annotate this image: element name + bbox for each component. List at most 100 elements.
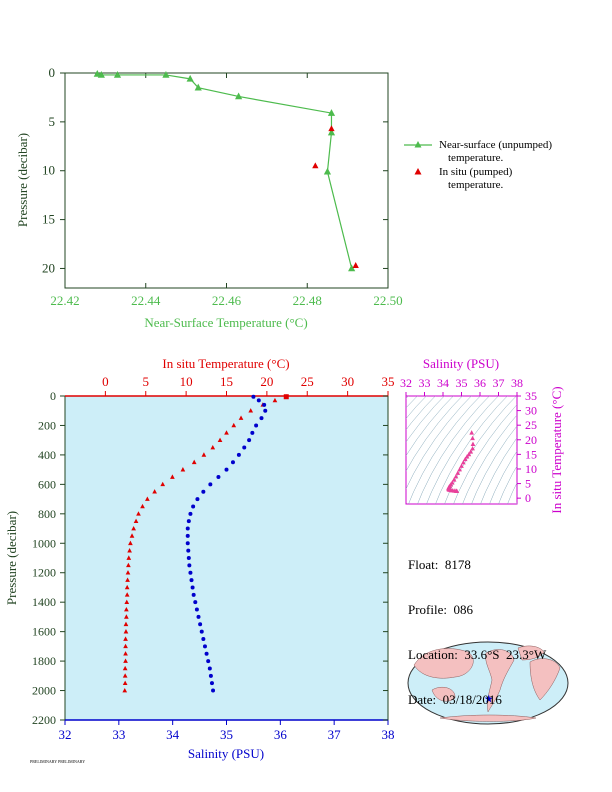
pressure-tick-label: 1800 — [32, 654, 56, 668]
ts-point — [466, 451, 472, 457]
density-contour — [559, 376, 612, 510]
near-surface-point — [93, 69, 101, 77]
temperature-tick-label: 20 — [260, 374, 273, 389]
salinity-point — [201, 637, 206, 641]
temperature-point — [160, 481, 166, 487]
salinity-tick-label: 33 — [112, 727, 125, 742]
ts-x-tick-label: 33 — [419, 376, 431, 390]
temperature-point — [122, 680, 128, 686]
pressure-tick-label: 600 — [38, 477, 56, 491]
ts-y-tick-label: 20 — [525, 433, 537, 447]
near-surface-point — [327, 128, 336, 136]
top-y-tick-label: 15 — [42, 212, 55, 227]
salinity-point — [208, 673, 213, 678]
salinity-point — [193, 600, 198, 605]
top-x-tick-label: 22.48 — [293, 293, 322, 308]
top-y-ticks: 0 5 10 15 20 — [42, 65, 388, 275]
temperature-point — [125, 570, 131, 575]
near-surface-point — [327, 109, 336, 116]
salinity-point — [259, 416, 264, 421]
near-surface-point — [162, 70, 170, 78]
profile-y-axis-label: Pressure (decibar) — [4, 511, 19, 605]
temperature-point — [122, 673, 128, 678]
salinity-point — [195, 497, 200, 502]
temperature-point — [170, 474, 175, 479]
ts-series — [446, 430, 476, 493]
salinity-point — [186, 548, 191, 553]
near-surface-point — [113, 70, 122, 78]
legend-marker-near-surface — [414, 141, 422, 148]
temperature-point — [272, 397, 278, 403]
density-contour — [489, 450, 517, 504]
salinity-point — [242, 445, 247, 450]
salinity-point — [185, 533, 190, 538]
profile-ticks: 0 5 10 15 20 25 30 35 32 33 34 35 36 37 38 0 200 400 600 80… — [32, 374, 395, 742]
temperature-point — [152, 489, 157, 494]
density-contour — [453, 404, 517, 504]
salinity-point — [194, 607, 199, 612]
ts-point — [469, 430, 475, 435]
density-contours — [406, 376, 612, 510]
density-contour — [406, 396, 463, 472]
temperature-tick-label: 5 — [143, 374, 150, 389]
ts-point — [470, 435, 475, 441]
density-contour — [568, 376, 612, 510]
legend-label-in-situ: In situ (pumped) temperature. — [439, 166, 513, 191]
density-contour — [507, 482, 517, 504]
near-surface-point — [323, 167, 332, 175]
temperature-point — [123, 621, 129, 627]
salinity-tick-label: 32 — [59, 727, 72, 742]
density-contour — [444, 396, 517, 504]
salinity-point — [188, 511, 193, 516]
temperature-point — [145, 496, 150, 501]
ts-y-tick-label: 35 — [525, 389, 537, 403]
temperature-point — [191, 459, 197, 465]
salinity-tick-label: 35 — [220, 727, 233, 742]
temperature-point — [224, 430, 229, 435]
ts-point — [453, 473, 459, 479]
density-contour — [406, 396, 472, 490]
temperature-point — [124, 584, 130, 590]
salinity-point — [230, 460, 235, 465]
continents — [413, 645, 561, 722]
density-contour — [408, 396, 481, 504]
pressure-tick-label: 2200 — [32, 713, 56, 727]
temperature-point — [127, 548, 132, 553]
salinity-point — [262, 402, 267, 407]
legend-label-near-surface: Near-surface (unpumped) temperature. — [439, 139, 552, 164]
ts-y-tick-label: 25 — [525, 418, 537, 432]
salinity-point — [263, 408, 268, 413]
temperature-point — [128, 540, 133, 546]
ts-y-tick-label: 5 — [525, 477, 531, 491]
salinity-point — [250, 430, 255, 435]
float-info: Float: 8178 Profile: 086 Location: 33.6°… — [408, 527, 546, 722]
temperature-point — [123, 651, 128, 656]
salinity-point — [236, 452, 241, 457]
temperature-point — [140, 503, 145, 509]
temperature-point — [131, 525, 136, 531]
top-series — [93, 69, 359, 272]
top-plot-frame — [64, 72, 389, 289]
density-contour — [426, 396, 499, 504]
float-id: Float: 8178 — [408, 557, 471, 572]
temperature-point — [123, 658, 128, 663]
salinity-point — [185, 526, 190, 531]
ts-point — [462, 456, 468, 462]
salinity-point — [256, 398, 261, 403]
temperature-tick-label: 15 — [220, 374, 233, 389]
temperature-point — [248, 408, 254, 413]
profile-date: Date: 03/18/2016 — [408, 692, 502, 707]
ts-x-tick-label: 36 — [474, 376, 486, 390]
temperature-point — [126, 562, 131, 568]
preliminary-footer: PRELIMINARY PRELIMINARY — [30, 759, 85, 764]
density-contour — [471, 425, 517, 504]
density-contour — [498, 465, 517, 504]
salinity-point — [251, 394, 256, 399]
temperature-point — [124, 592, 130, 597]
salinity-tick-label: 36 — [274, 727, 288, 742]
salinity-point — [207, 666, 212, 671]
asia-landmass — [413, 648, 474, 679]
density-contour — [462, 414, 517, 504]
salinity-point — [206, 659, 211, 664]
